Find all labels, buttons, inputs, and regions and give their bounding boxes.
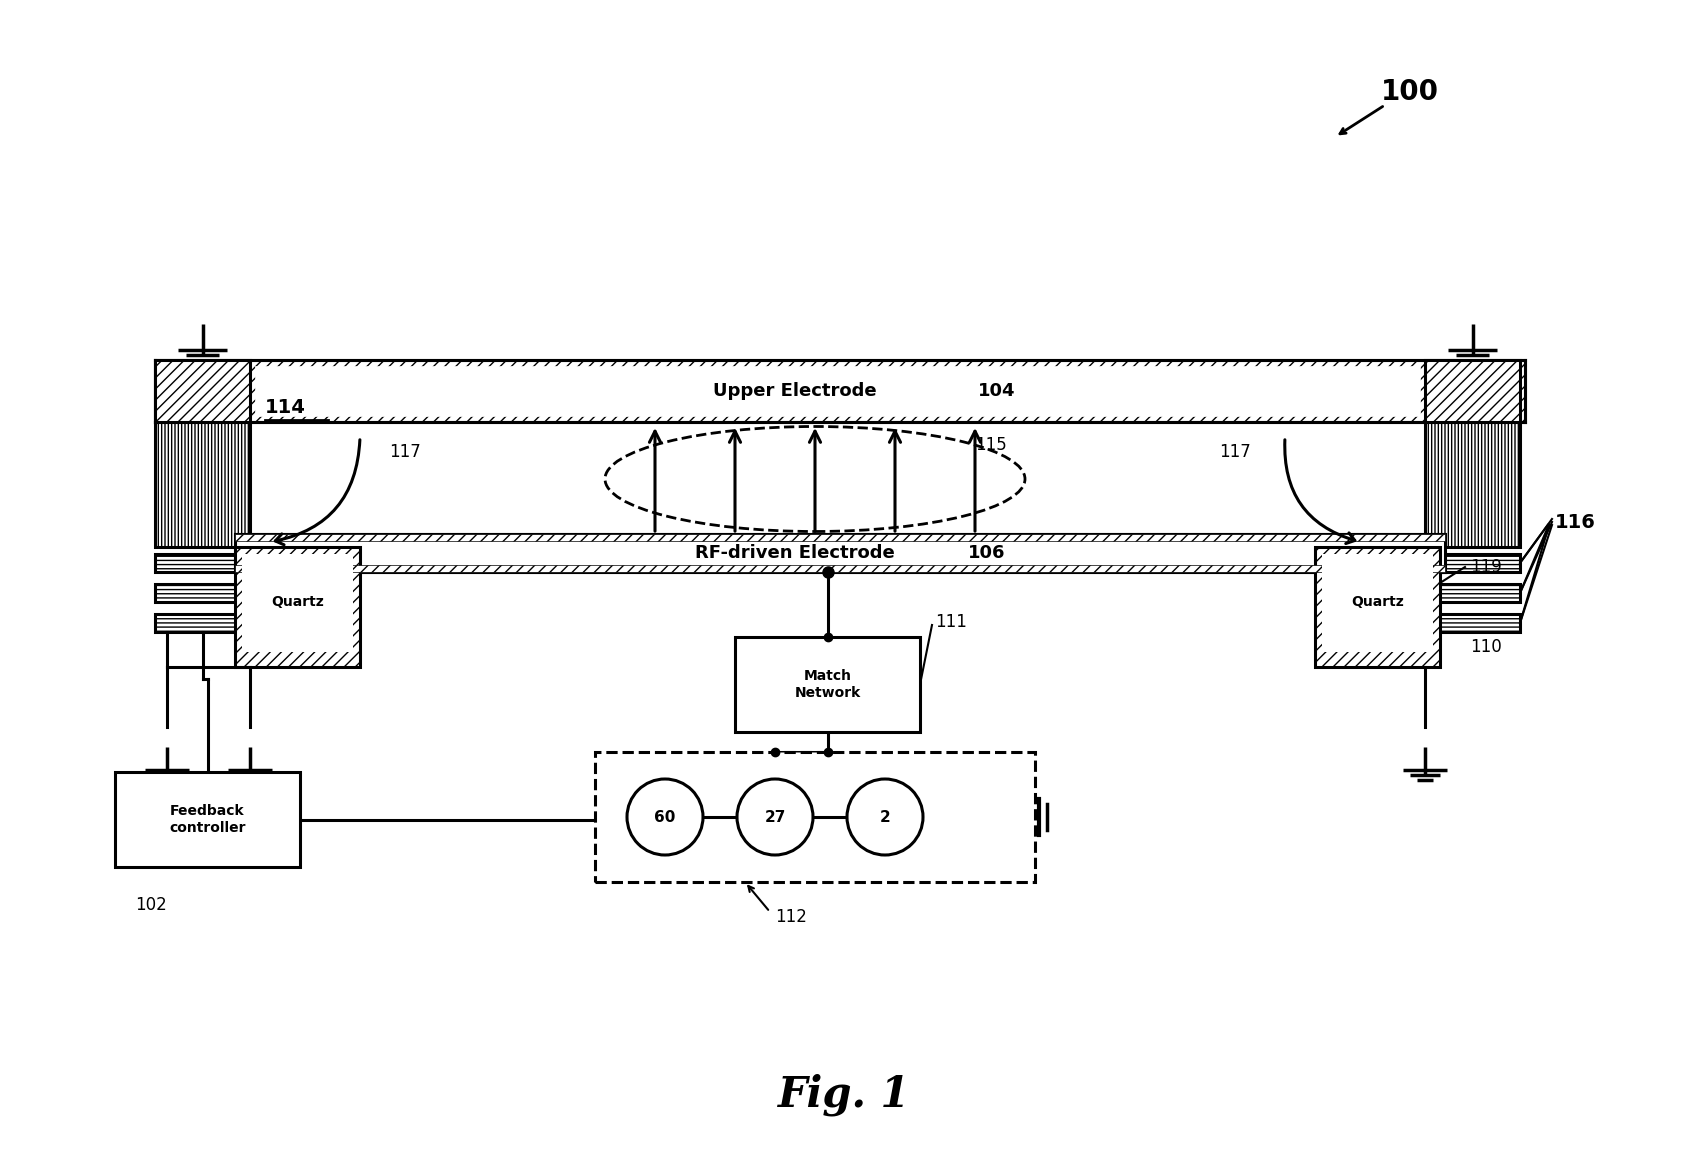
Text: 111: 111 bbox=[935, 613, 967, 631]
Text: 114: 114 bbox=[265, 398, 306, 417]
FancyArrowPatch shape bbox=[1285, 440, 1355, 544]
Bar bbox=[1425, 614, 1519, 633]
Bar bbox=[1322, 554, 1433, 652]
Text: 104: 104 bbox=[977, 382, 1016, 400]
Bar bbox=[594, 752, 1035, 882]
Text: 27: 27 bbox=[765, 810, 785, 825]
Text: 119: 119 bbox=[1470, 558, 1502, 576]
FancyArrowPatch shape bbox=[275, 440, 360, 545]
Bar bbox=[235, 534, 1445, 572]
Bar bbox=[255, 366, 1420, 415]
Bar bbox=[235, 534, 1445, 541]
Bar bbox=[155, 359, 1524, 422]
Bar bbox=[235, 565, 1445, 572]
Text: 106: 106 bbox=[967, 544, 1006, 562]
Circle shape bbox=[626, 780, 702, 855]
Text: 117: 117 bbox=[1219, 443, 1251, 461]
Text: RF-driven Electrode: RF-driven Electrode bbox=[695, 544, 895, 562]
Bar bbox=[155, 422, 250, 547]
Bar bbox=[235, 547, 360, 668]
Text: 60: 60 bbox=[655, 810, 675, 825]
Bar bbox=[1425, 554, 1519, 572]
Text: 110: 110 bbox=[1470, 638, 1502, 656]
Text: 112: 112 bbox=[775, 908, 807, 925]
Bar bbox=[155, 614, 250, 633]
Text: Feedback
controller: Feedback controller bbox=[169, 804, 246, 834]
Circle shape bbox=[847, 780, 923, 855]
Bar bbox=[241, 554, 353, 652]
Bar bbox=[155, 554, 250, 572]
Bar bbox=[115, 773, 300, 867]
Text: Fig. 1: Fig. 1 bbox=[778, 1074, 910, 1117]
Text: Upper Electrode: Upper Electrode bbox=[714, 382, 876, 400]
Bar bbox=[1425, 422, 1519, 547]
Bar bbox=[734, 637, 920, 732]
Text: Quartz: Quartz bbox=[272, 595, 324, 609]
Bar bbox=[1315, 547, 1440, 668]
Text: 2: 2 bbox=[879, 810, 890, 825]
Text: Quartz: Quartz bbox=[1350, 595, 1404, 609]
Text: 100: 100 bbox=[1381, 78, 1438, 106]
Circle shape bbox=[738, 780, 814, 855]
Bar bbox=[1425, 584, 1519, 602]
Text: 115: 115 bbox=[976, 436, 1006, 454]
Bar bbox=[155, 584, 250, 602]
Text: 117: 117 bbox=[390, 443, 420, 461]
Text: 102: 102 bbox=[135, 896, 167, 914]
Text: 116: 116 bbox=[1555, 512, 1595, 531]
Bar bbox=[155, 359, 250, 422]
Bar bbox=[1425, 359, 1519, 422]
Text: Match
Network: Match Network bbox=[795, 670, 861, 699]
